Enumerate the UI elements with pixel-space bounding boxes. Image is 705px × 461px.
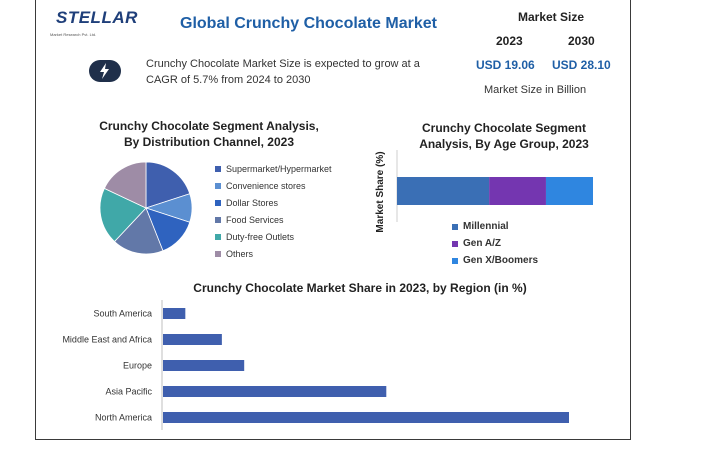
stacked-legend-swatch (452, 240, 458, 247)
region-label-europe: Europe (123, 361, 152, 371)
pie-legend-item-dollar-stores: Dollar Stores (215, 194, 332, 211)
stacked-chart-title-line-1: Crunchy Chocolate Segment (421, 121, 587, 135)
stacked-chart-legend: Millennial Gen A/Z Gen X/Boomers (452, 218, 538, 269)
pie-legend-item-food-services: Food Services (215, 211, 332, 228)
stacked-chart-ylabel: Market Share (%) (375, 151, 386, 232)
stacked-chart-title-line-2: Analysis, By Age Group, 2023 (419, 137, 589, 151)
stacked-legend-label: Millennial (463, 221, 509, 232)
pie-legend-swatch (215, 182, 221, 189)
pie-legend-label: Convenience stores (226, 180, 306, 191)
pie-slice-supermarket-hypermarket (145, 161, 191, 209)
market-size-year-2023: 2023 (496, 34, 523, 48)
logo-subtext: Market Research Pvt. Ltd. (50, 32, 97, 37)
pie-chart-title-line-2: By Distribution Channel, 2023 (123, 135, 295, 149)
pie-legend-label: Food Services (226, 214, 284, 225)
stacked-segment-gen-x-boomers (545, 177, 593, 205)
region-bar-europe (163, 360, 245, 371)
pie-legend-item-supermarket-hypermarket: Supermarket/Hypermarket (215, 160, 332, 177)
pie-legend-label: Others (226, 248, 254, 259)
pie-chart-title-line-1: Crunchy Chocolate Segment Analysis, (99, 119, 319, 133)
stacked-legend-item-gen-a-z: Gen A/Z (452, 235, 538, 252)
region-bar-north-america (163, 412, 569, 423)
region-bar-middle-east-and-africa (163, 334, 222, 345)
stacked-legend-swatch (452, 257, 458, 264)
market-size-title: Market Size (517, 10, 585, 24)
market-size-value-2030: USD 28.10 (552, 58, 611, 72)
stellar-logo: STELLAR Market Research Pvt. Ltd. (44, 8, 137, 38)
stacked-legend-item-millennial: Millennial (452, 218, 538, 235)
logo-text: STELLAR (56, 8, 138, 27)
market-summary: Crunchy Chocolate Market Size is expecte… (146, 58, 420, 86)
pie-legend-swatch (215, 250, 221, 257)
pie-slice-duty-free-outlets (99, 187, 147, 243)
pie-legend-swatch (215, 233, 221, 240)
pie-legend-item-convenience-stores: Convenience stores (215, 177, 332, 194)
pie-legend-swatch (215, 216, 221, 223)
lightning-bolt-icon (89, 60, 121, 82)
pie-legend-label: Supermarket/Hypermarket (226, 163, 332, 174)
stacked-chart-ylabel-svg: Market Share (%) (375, 151, 386, 232)
region-label-north-america: North America (95, 413, 152, 423)
pie-legend-swatch (215, 165, 221, 172)
region-label-middle-east-and-africa: Middle East and Africa (62, 335, 152, 345)
stacked-segment-gen-a-z (489, 177, 546, 205)
market-size-value-2023: USD 19.06 (476, 58, 535, 72)
region-chart-title: Crunchy Chocolate Market Share in 2023, … (193, 281, 527, 295)
market-size-note: Market Size in Billion (484, 84, 587, 96)
region-bar-south-america (163, 308, 186, 319)
pie-legend-swatch (215, 199, 221, 206)
region-bar-asia-pacific (163, 386, 387, 397)
pie-legend-item-others: Others (215, 245, 332, 262)
region-label-asia-pacific: Asia Pacific (105, 387, 152, 397)
region-label-south-america: South America (93, 309, 152, 319)
pie-slice-food-services (113, 207, 164, 255)
stacked-legend-label: Gen A/Z (463, 238, 501, 249)
pie-chart-title: Crunchy Chocolate Segment Analysis, By D… (88, 118, 330, 150)
stacked-legend-swatch (452, 223, 458, 230)
stacked-segment-millennial (397, 177, 490, 205)
pie-slice-others (103, 161, 147, 209)
pie-legend-item-duty-free-outlets: Duty-free Outlets (215, 228, 332, 245)
stacked-legend-item-gen-x-boomers: Gen X/Boomers (452, 252, 538, 269)
pie-chart (99, 161, 193, 255)
pie-chart-legend: Supermarket/Hypermarket Convenience store… (215, 160, 332, 262)
stacked-chart-title: Crunchy Chocolate Segment Analysis, By A… (396, 120, 612, 152)
lightning-bolt-glyph (100, 63, 109, 79)
market-size-year-2030: 2030 (568, 34, 595, 48)
pie-legend-label: Dollar Stores (226, 197, 279, 208)
page-title: Global Crunchy Chocolate Market (180, 15, 437, 32)
stacked-legend-label: Gen X/Boomers (463, 255, 539, 266)
pie-legend-label: Duty-free Outlets (226, 231, 295, 242)
stacked-bar-chart (396, 150, 593, 222)
region-bar-chart: South America Middle East and Africa Europ… (62, 300, 569, 430)
